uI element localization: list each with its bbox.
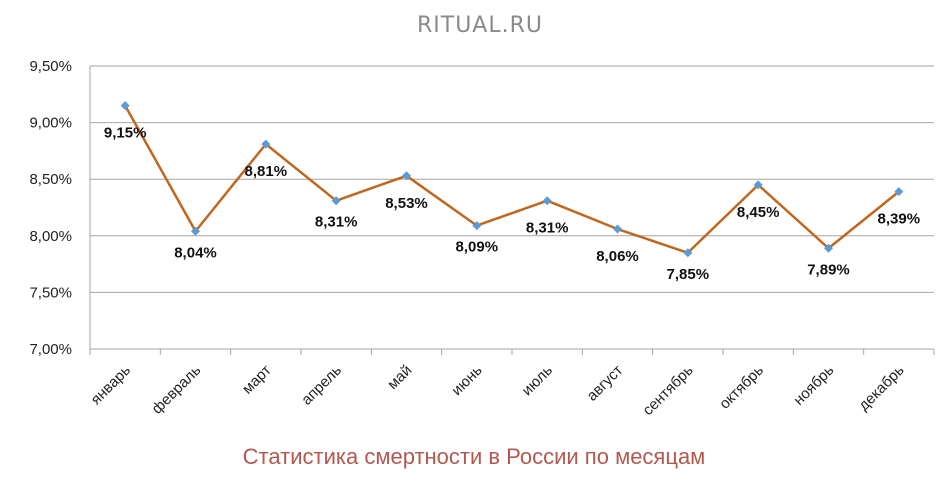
data-point-9 bbox=[753, 180, 763, 190]
y-tick-label-2: 8,00% bbox=[29, 228, 72, 245]
data-label-5: 8,09% bbox=[456, 239, 499, 256]
x-tick-label-1: февраль bbox=[149, 362, 205, 418]
y-tick-label-3: 8,50% bbox=[29, 171, 72, 188]
x-tick-label-6: июль bbox=[519, 362, 557, 400]
data-label-2: 8,81% bbox=[245, 163, 288, 180]
data-point-11 bbox=[894, 187, 904, 197]
x-tick-label-11: декабрь bbox=[855, 362, 908, 415]
data-point-10 bbox=[824, 243, 833, 253]
x-axis-ticks: январь февраль март апрель май июнь июль август… bbox=[88, 362, 908, 419]
data-label-0: 9,15% bbox=[104, 125, 147, 142]
x-tick-label-9: октябрь bbox=[716, 362, 767, 413]
data-point-7 bbox=[613, 224, 622, 234]
data-point-2 bbox=[261, 139, 271, 149]
data-label-8: 7,85% bbox=[667, 266, 710, 283]
watermark-logo: RITUAL.RU bbox=[417, 13, 543, 38]
data-label-1: 8,04% bbox=[174, 244, 217, 261]
data-point-3 bbox=[331, 196, 341, 206]
series-mortality bbox=[120, 101, 904, 258]
data-label-4: 8,53% bbox=[385, 195, 428, 212]
x-tick-label-0: январь bbox=[88, 362, 135, 409]
data-label-10: 7,89% bbox=[807, 261, 850, 278]
chart-title: Статистика смертности в России по месяца… bbox=[243, 444, 706, 469]
x-tick-label-4: май bbox=[384, 362, 415, 393]
data-point-6 bbox=[542, 196, 552, 206]
x-tick-label-10: ноябрь bbox=[790, 362, 837, 409]
y-tick-label-0: 7,00% bbox=[29, 341, 72, 358]
data-point-8 bbox=[683, 248, 693, 258]
data-label-11: 8,39% bbox=[878, 211, 921, 228]
y-tick-label-5: 9,50% bbox=[29, 58, 72, 75]
data-point-5 bbox=[472, 221, 482, 231]
data-point-4 bbox=[402, 171, 411, 181]
x-tick-label-7: август bbox=[584, 362, 627, 405]
data-label-3: 8,31% bbox=[315, 214, 358, 231]
grid-lines bbox=[89, 65, 935, 355]
series-line bbox=[124, 105, 900, 255]
data-labels: 9,15% 8,04% 8,81% 8,31% 8,53% 8,09% 8,31% 8,06%… bbox=[104, 125, 920, 283]
data-label-7: 8,06% bbox=[596, 248, 639, 265]
data-label-6: 8,31% bbox=[526, 220, 569, 237]
x-tick-label-2: март bbox=[239, 362, 275, 398]
y-tick-label-1: 7,50% bbox=[29, 284, 72, 301]
y-axis-ticks: 7,00% 7,50% 8,00% 8,50% 9,00% 9,50% bbox=[29, 58, 72, 358]
x-tick-label-8: сентябрь bbox=[639, 362, 696, 419]
y-tick-label-4: 9,00% bbox=[29, 115, 72, 132]
x-tick-label-3: апрель bbox=[298, 362, 345, 409]
data-point-1 bbox=[191, 226, 200, 236]
data-label-9: 8,45% bbox=[737, 204, 780, 221]
data-point-0 bbox=[120, 101, 130, 111]
x-tick-label-5: июнь bbox=[448, 362, 485, 399]
